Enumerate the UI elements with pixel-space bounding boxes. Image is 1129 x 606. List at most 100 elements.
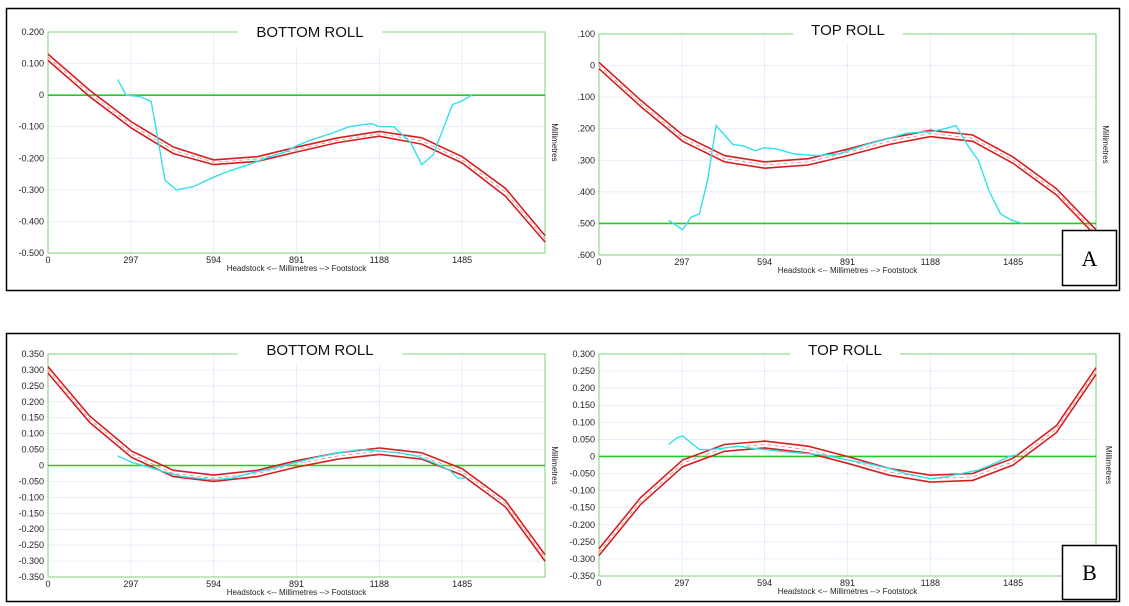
series-envelope-upper bbox=[598, 367, 1097, 550]
x-tick-label: 1485 bbox=[452, 255, 472, 265]
y-tick-label: -0.050 bbox=[569, 469, 595, 479]
chart-title-bg bbox=[237, 18, 383, 46]
y-tick-label: .300 bbox=[577, 155, 595, 165]
series-envelope-lower bbox=[47, 59, 546, 243]
series-envelope-lower bbox=[47, 372, 546, 562]
y-tick-label: 0.150 bbox=[21, 413, 44, 423]
y-axis-label: Millimetres bbox=[550, 123, 559, 161]
y-axis-label: Millimetres bbox=[550, 446, 559, 484]
panel-b-label: B bbox=[1082, 560, 1097, 585]
y-tick-label: -0.500 bbox=[18, 248, 44, 258]
y-tick-label: -0.050 bbox=[18, 476, 44, 486]
series-measured bbox=[117, 79, 473, 191]
x-tick-label: 1188 bbox=[370, 579, 389, 589]
x-tick-label: 0 bbox=[45, 579, 50, 589]
y-axis-label: Millimetres bbox=[1104, 446, 1113, 484]
series-envelope-mid bbox=[47, 369, 546, 559]
series-envelope-mid bbox=[47, 56, 546, 240]
x-tick-label: 297 bbox=[123, 579, 138, 589]
x-tick-label: 1485 bbox=[1003, 578, 1023, 588]
y-tick-label: .100 bbox=[577, 92, 595, 102]
y-tick-label: -0.350 bbox=[18, 572, 44, 582]
y-tick-label: .600 bbox=[577, 250, 595, 260]
y-tick-label: 0.050 bbox=[572, 434, 595, 444]
y-tick-label: -0.200 bbox=[18, 153, 44, 163]
y-tick-label: -0.300 bbox=[18, 185, 44, 195]
x-tick-label: 891 bbox=[289, 255, 304, 265]
x-tick-label: 594 bbox=[206, 255, 221, 265]
chart-title: BOTTOM ROLL bbox=[256, 24, 363, 41]
series-measured bbox=[117, 448, 467, 481]
series-envelope-upper bbox=[47, 366, 546, 556]
series-envelope-lower bbox=[598, 374, 1097, 557]
panel-b-label-box bbox=[1061, 544, 1118, 601]
x-tick-label: 297 bbox=[674, 257, 689, 267]
y-tick-label: 0 bbox=[590, 61, 595, 71]
y-tick-label: -0.150 bbox=[18, 508, 44, 518]
y-tick-label: -0.100 bbox=[18, 122, 44, 132]
panel-a-border bbox=[5, 7, 1121, 292]
x-tick-label: 1485 bbox=[1003, 257, 1023, 267]
y-tick-label: 0.200 bbox=[572, 383, 595, 393]
y-tick-label: -0.150 bbox=[569, 503, 595, 513]
y-tick-label: .100 bbox=[577, 29, 595, 39]
y-tick-label: 0.250 bbox=[572, 366, 595, 376]
chart-b-top-roll: 0.300 0.250 0.200 0.150 0.100 0.050 0 -0.050 -0.… bbox=[569, 336, 1113, 596]
y-tick-label: -0.250 bbox=[18, 540, 44, 550]
x-tick-label: 1485 bbox=[452, 579, 472, 589]
y-tick-label: -0.200 bbox=[569, 520, 595, 530]
y-tick-label: -0.100 bbox=[569, 486, 595, 496]
y-tick-label: 0.250 bbox=[21, 381, 44, 391]
x-tick-label: 594 bbox=[206, 579, 221, 589]
y-tick-label: -0.100 bbox=[18, 492, 44, 502]
x-tick-label: 0 bbox=[596, 257, 601, 267]
y-tick-label: -0.200 bbox=[18, 524, 44, 534]
y-tick-label: 0.300 bbox=[21, 365, 44, 375]
x-tick-label: 1188 bbox=[921, 257, 940, 267]
x-tick-label: 0 bbox=[45, 255, 50, 265]
series-measured bbox=[668, 124, 1024, 231]
y-tick-label: -0.300 bbox=[569, 554, 595, 564]
x-tick-label: 594 bbox=[757, 257, 772, 267]
x-tick-label: 1188 bbox=[370, 255, 389, 265]
series-envelope-mid bbox=[598, 370, 1097, 553]
y-tick-label: 0.200 bbox=[21, 27, 44, 37]
series-measured bbox=[668, 435, 1018, 480]
y-tick-label: 0.150 bbox=[572, 400, 595, 410]
y-tick-label: -0.400 bbox=[18, 216, 44, 226]
y-tick-label: 0.100 bbox=[21, 429, 44, 439]
chart-title: BOTTOM ROLL bbox=[266, 342, 373, 359]
x-tick-label: 594 bbox=[757, 578, 772, 588]
panel-a-label-box bbox=[1061, 229, 1118, 287]
y-tick-label: .400 bbox=[577, 187, 595, 197]
x-axis-label: Headstock <-- Millimetres --> Footstock bbox=[227, 588, 368, 597]
y-tick-label: .200 bbox=[577, 124, 595, 134]
panel-b-border bbox=[5, 332, 1121, 603]
y-tick-label: 0.050 bbox=[21, 445, 44, 455]
y-tick-label: -0.250 bbox=[569, 537, 595, 547]
y-tick-label: -0.300 bbox=[18, 556, 44, 566]
x-axis-label: Headstock <-- Millimetres --> Footstock bbox=[227, 264, 368, 273]
chart-a-bottom-roll: 0.200 0.100 0 -0.100 -0.200 -0.300 -0.400 -0.50… bbox=[18, 18, 559, 273]
y-tick-label: 0.100 bbox=[21, 59, 44, 69]
x-axis-label: Headstock <-- Millimetres --> Footstock bbox=[778, 266, 919, 275]
y-tick-label: .500 bbox=[577, 218, 595, 228]
chart-title-bg bbox=[237, 336, 403, 364]
y-tick-label: 0 bbox=[39, 90, 44, 100]
x-tick-label: 891 bbox=[289, 579, 304, 589]
y-tick-label: 0.200 bbox=[21, 397, 44, 407]
panel-a-label: A bbox=[1082, 246, 1098, 271]
chart-title: TOP ROLL bbox=[808, 342, 882, 359]
x-tick-label: 297 bbox=[123, 255, 138, 265]
series-envelope-upper bbox=[47, 53, 546, 237]
y-axis-label: Millimetres bbox=[1101, 125, 1110, 163]
series-envelope-upper bbox=[598, 68, 1097, 237]
x-tick-label: 1188 bbox=[921, 578, 940, 588]
y-tick-label: 0.300 bbox=[572, 349, 595, 359]
chart-b-bottom-roll: 0.350 0.300 0.250 0.200 0.150 0.100 0.050 0 -0.0… bbox=[18, 336, 559, 597]
x-axis-label: Headstock <-- Millimetres --> Footstock bbox=[778, 587, 919, 596]
y-tick-label: 0.100 bbox=[572, 417, 595, 427]
series-envelope-lower bbox=[598, 61, 1097, 231]
